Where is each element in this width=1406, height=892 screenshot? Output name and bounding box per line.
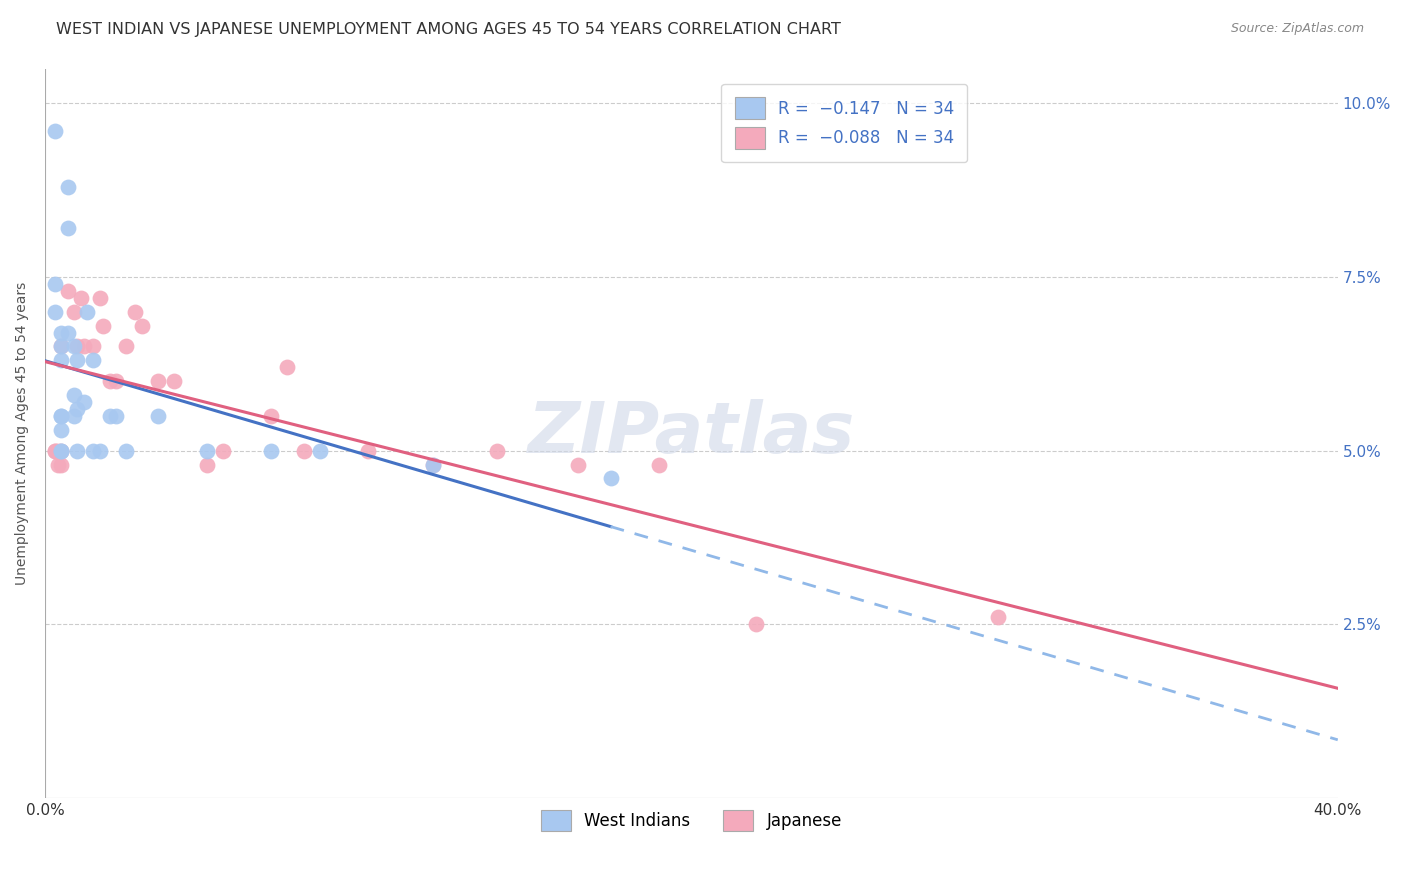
Point xyxy=(114,443,136,458)
Point xyxy=(105,409,128,423)
Point xyxy=(987,610,1010,624)
Point xyxy=(49,443,72,458)
Point xyxy=(422,458,444,472)
Point xyxy=(98,409,121,423)
Point xyxy=(49,409,72,423)
Point xyxy=(44,443,66,458)
Point xyxy=(292,443,315,458)
Point xyxy=(44,443,66,458)
Point xyxy=(146,374,169,388)
Point xyxy=(124,304,146,318)
Point xyxy=(131,318,153,333)
Point xyxy=(82,353,104,368)
Point xyxy=(163,374,186,388)
Point xyxy=(56,284,79,298)
Point xyxy=(49,443,72,458)
Point xyxy=(66,353,89,368)
Point xyxy=(56,179,79,194)
Point xyxy=(648,458,671,472)
Point xyxy=(195,458,218,472)
Point xyxy=(49,353,72,368)
Point xyxy=(114,339,136,353)
Point xyxy=(599,471,621,485)
Point xyxy=(76,304,98,318)
Point xyxy=(105,374,128,388)
Point xyxy=(260,409,283,423)
Point xyxy=(89,443,111,458)
Point xyxy=(73,339,96,353)
Point xyxy=(49,458,72,472)
Point xyxy=(422,458,444,472)
Point xyxy=(89,291,111,305)
Point xyxy=(69,291,91,305)
Point xyxy=(66,443,89,458)
Point xyxy=(82,339,104,353)
Point xyxy=(567,458,589,472)
Text: WEST INDIAN VS JAPANESE UNEMPLOYMENT AMONG AGES 45 TO 54 YEARS CORRELATION CHART: WEST INDIAN VS JAPANESE UNEMPLOYMENT AMO… xyxy=(56,22,841,37)
Point xyxy=(211,443,233,458)
Legend: West Indians, Japanese: West Indians, Japanese xyxy=(527,797,855,845)
Point xyxy=(195,443,218,458)
Point xyxy=(66,339,89,353)
Y-axis label: Unemployment Among Ages 45 to 54 years: Unemployment Among Ages 45 to 54 years xyxy=(15,282,30,585)
Point xyxy=(260,443,283,458)
Point xyxy=(49,339,72,353)
Point xyxy=(44,304,66,318)
Point xyxy=(49,423,72,437)
Point xyxy=(73,395,96,409)
Point xyxy=(357,443,380,458)
Point xyxy=(49,409,72,423)
Point xyxy=(91,318,114,333)
Point xyxy=(745,617,768,632)
Text: ZIPatlas: ZIPatlas xyxy=(527,399,855,467)
Point xyxy=(63,409,86,423)
Point xyxy=(49,443,72,458)
Point xyxy=(44,124,66,138)
Point xyxy=(486,443,509,458)
Point xyxy=(46,458,69,472)
Point xyxy=(146,409,169,423)
Point xyxy=(308,443,330,458)
Text: Source: ZipAtlas.com: Source: ZipAtlas.com xyxy=(1230,22,1364,36)
Point xyxy=(56,326,79,340)
Point xyxy=(66,402,89,417)
Point xyxy=(46,443,69,458)
Point xyxy=(49,326,72,340)
Point xyxy=(44,277,66,291)
Point xyxy=(63,304,86,318)
Point xyxy=(276,360,298,375)
Point xyxy=(49,339,72,353)
Point xyxy=(63,339,86,353)
Point xyxy=(63,388,86,402)
Point xyxy=(82,443,104,458)
Point xyxy=(56,221,79,235)
Point xyxy=(98,374,121,388)
